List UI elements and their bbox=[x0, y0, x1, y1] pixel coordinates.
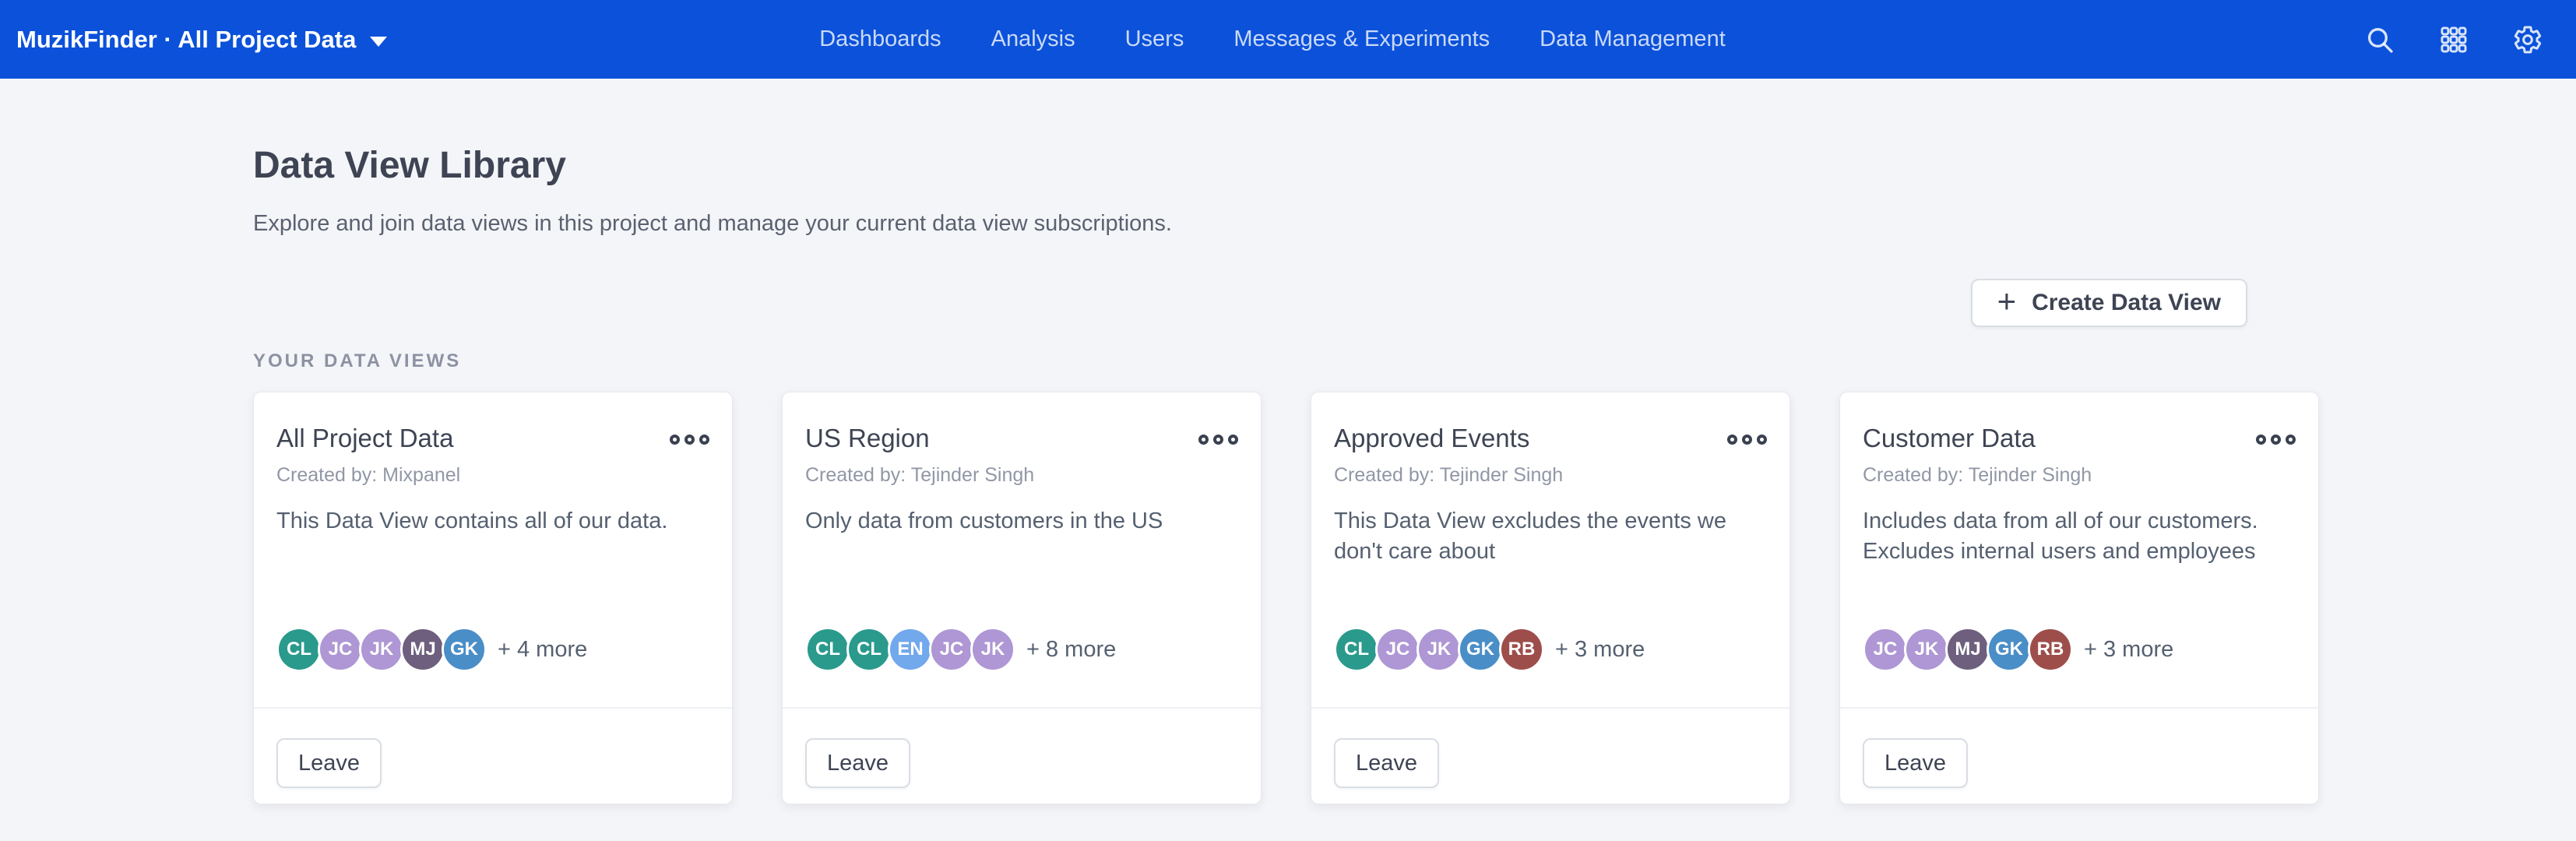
avatar-more-count: + 4 more bbox=[498, 636, 588, 662]
avatar-more-count: + 3 more bbox=[1555, 636, 1645, 662]
avatar: RB bbox=[1499, 627, 1544, 672]
data-view-card: US Region Created by: Tejinder Singh Onl… bbox=[782, 392, 1262, 804]
avatar: CL bbox=[805, 627, 850, 672]
avatar: CL bbox=[846, 627, 892, 672]
avatar: JK bbox=[1416, 627, 1462, 672]
nav-item-dashboards[interactable]: Dashboards bbox=[819, 26, 941, 51]
section-label: YOUR DATA VIEWS bbox=[253, 350, 462, 371]
more-menu-icon bbox=[2256, 435, 2266, 445]
avatar: RB bbox=[2028, 627, 2073, 672]
avatar: JC bbox=[929, 627, 974, 672]
avatar-more-count: + 8 more bbox=[1026, 636, 1117, 662]
avatar: JK bbox=[970, 627, 1015, 672]
nav-item-messages-experiments[interactable]: Messages & Experiments bbox=[1233, 26, 1490, 51]
card-divider bbox=[1311, 707, 1789, 709]
apps-grid-button[interactable] bbox=[2439, 25, 2469, 55]
card-title: All Project Data bbox=[276, 424, 454, 452]
avatar: EN bbox=[888, 627, 933, 672]
search-icon bbox=[2368, 27, 2393, 53]
avatar: GK bbox=[1458, 627, 1503, 672]
primary-nav: Dashboards Analysis Users Messages & Exp… bbox=[819, 26, 1726, 52]
avatar-more-count: + 3 more bbox=[2084, 636, 2174, 662]
card-description: This Data View contains all of our data. bbox=[276, 508, 668, 533]
card-description: Only data from customers in the US bbox=[805, 508, 1163, 533]
avatar-row: CL JC JK MJ GK + 4 more bbox=[276, 627, 587, 672]
avatar-row: CL CL EN JC JK + 8 more bbox=[805, 627, 1116, 672]
card-title: Approved Events bbox=[1334, 424, 1530, 452]
avatar: GK bbox=[442, 627, 487, 672]
avatar: JC bbox=[1375, 627, 1420, 672]
card-created-by: Created by: Tejinder Singh bbox=[805, 464, 1035, 486]
leave-button[interactable]: Leave bbox=[1334, 738, 1440, 788]
leave-button[interactable]: Leave bbox=[1863, 738, 1969, 788]
more-menu-icon bbox=[1742, 435, 1752, 445]
card-divider bbox=[254, 707, 732, 709]
navbar-icon-group bbox=[2364, 24, 2576, 55]
card-created-by: Created by: Mixpanel bbox=[276, 464, 461, 486]
avatar: JC bbox=[318, 627, 363, 672]
more-menu-icon bbox=[670, 435, 680, 445]
nav-item-data-management[interactable]: Data Management bbox=[1540, 26, 1726, 51]
data-view-card: All Project Data Created by: Mixpanel Th… bbox=[253, 392, 733, 804]
create-data-view-label: Create Data View bbox=[2032, 290, 2221, 315]
settings-gear-icon bbox=[2514, 26, 2542, 53]
page-title: Data View Library bbox=[253, 145, 566, 186]
avatar: MJ bbox=[1945, 627, 1990, 672]
nav-item-users[interactable]: Users bbox=[1124, 26, 1184, 51]
card-created-by: Created by: Tejinder Singh bbox=[1334, 464, 1564, 486]
card-menu-button[interactable] bbox=[670, 435, 709, 445]
more-menu-icon bbox=[1727, 435, 1737, 445]
create-data-view-button[interactable]: + Create Data View bbox=[1970, 279, 2247, 327]
leave-button[interactable]: Leave bbox=[805, 738, 911, 788]
more-menu-icon bbox=[1757, 435, 1767, 445]
project-selector[interactable]: MuzikFinder · All Project Data bbox=[16, 25, 388, 54]
leave-button[interactable]: Leave bbox=[276, 738, 382, 788]
card-menu-button[interactable] bbox=[1198, 435, 1238, 445]
top-navbar: MuzikFinder · All Project Data Dashboard… bbox=[0, 0, 2576, 79]
card-title: Customer Data bbox=[1863, 424, 2036, 452]
avatar-row: JC JK MJ GK RB + 3 more bbox=[1863, 627, 2173, 672]
avatar-row: CL JC JK GK RB + 3 more bbox=[1334, 627, 1645, 672]
apps-grid-icon bbox=[2441, 26, 2467, 52]
avatar: GK bbox=[1987, 627, 2032, 672]
more-menu-icon bbox=[699, 435, 709, 445]
data-view-card: Customer Data Created by: Tejinder Singh… bbox=[1839, 392, 2319, 804]
more-menu-icon bbox=[1228, 435, 1238, 445]
avatar: MJ bbox=[400, 627, 445, 672]
card-title: US Region bbox=[805, 424, 930, 452]
main-content: Data View Library Explore and join data … bbox=[0, 144, 2576, 804]
card-description: Includes data from all of our customers.… bbox=[1863, 508, 2258, 564]
card-created-by: Created by: Tejinder Singh bbox=[1863, 464, 2092, 486]
card-description: This Data View excludes the events we do… bbox=[1334, 508, 1727, 564]
settings-button[interactable] bbox=[2512, 24, 2543, 55]
avatar: JC bbox=[1863, 627, 1908, 672]
card-divider bbox=[783, 707, 1261, 709]
search-button[interactable] bbox=[2364, 24, 2395, 55]
more-menu-icon bbox=[1198, 435, 1209, 445]
avatar: JK bbox=[359, 627, 404, 672]
avatar: JK bbox=[1904, 627, 1949, 672]
data-view-card-grid: All Project Data Created by: Mixpanel Th… bbox=[253, 392, 2576, 804]
plus-icon: + bbox=[1997, 282, 2017, 319]
more-menu-icon bbox=[2286, 435, 2296, 445]
data-view-card: Approved Events Created by: Tejinder Sin… bbox=[1311, 392, 1790, 804]
page-subtitle: Explore and join data views in this proj… bbox=[253, 211, 1172, 236]
avatar: CL bbox=[276, 627, 322, 672]
card-menu-button[interactable] bbox=[1727, 435, 1767, 445]
chevron-down-icon bbox=[370, 36, 388, 47]
more-menu-icon bbox=[1213, 435, 1223, 445]
card-menu-button[interactable] bbox=[2256, 435, 2296, 445]
project-selector-label: MuzikFinder · All Project Data bbox=[16, 25, 357, 53]
nav-item-analysis[interactable]: Analysis bbox=[991, 26, 1075, 51]
more-menu-icon bbox=[2271, 435, 2281, 445]
card-divider bbox=[1840, 707, 2318, 709]
avatar: CL bbox=[1334, 627, 1379, 672]
more-menu-icon bbox=[684, 435, 695, 445]
